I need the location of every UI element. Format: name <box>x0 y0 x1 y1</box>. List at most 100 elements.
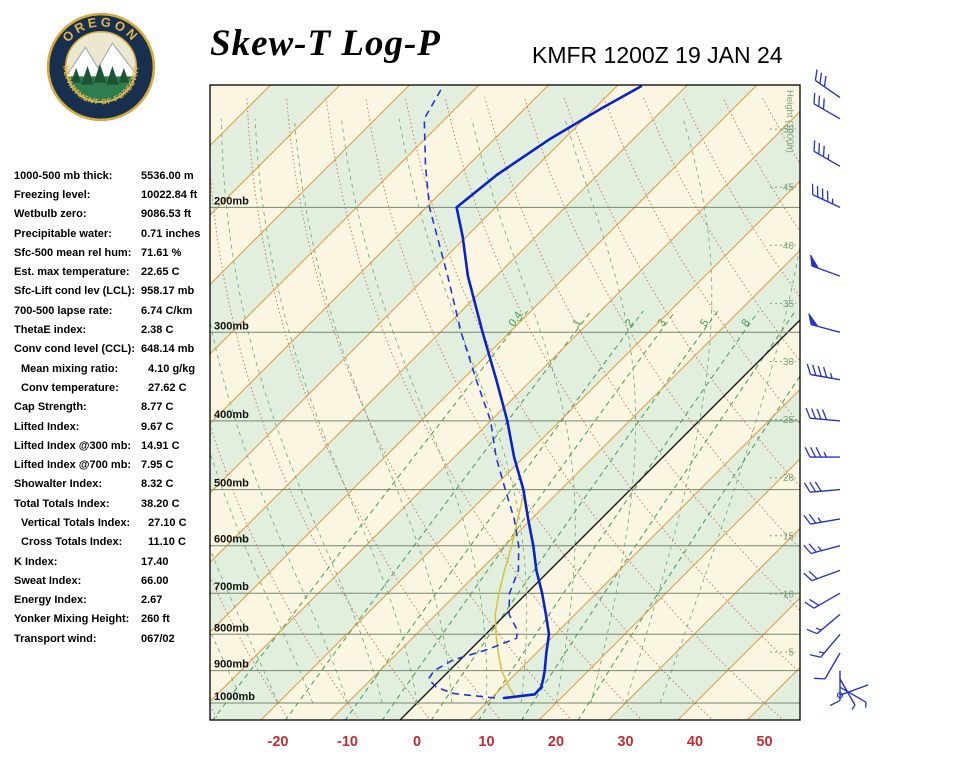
stat-value: 2.67 <box>141 594 163 607</box>
stat-label: Sfc-Lift cond lev (LCL): <box>14 285 135 298</box>
stat-value: 260 ft <box>141 613 170 626</box>
chart-border <box>209 84 801 721</box>
temp-axis-label: 30 <box>617 734 633 750</box>
temp-axis-label: 10 <box>478 734 494 750</box>
pressure-label: 800mb <box>214 622 249 634</box>
stat-label: Lifted Index @300 mb: <box>14 439 132 452</box>
stat-label: Conv temperature: <box>21 381 119 394</box>
height-axis: 50 45 40 35 30 25 20 15 10 5 Height (1000ft) <box>770 90 796 659</box>
mixing-ratio-label: 2 <box>623 317 636 329</box>
stat-value: 067/02 <box>141 632 175 645</box>
stat-row: Mean mixing ratio: 4.10 g/kg <box>14 359 210 378</box>
stat-row: Lifted Index: 9.67 C <box>14 417 210 436</box>
stat-row: Conv temperature: 27.62 C <box>14 378 210 397</box>
height-tick-label: 10 <box>783 589 795 600</box>
height-tick-label: 40 <box>783 241 795 252</box>
stat-value: 648.14 mb <box>141 343 195 356</box>
sounding-stats-panel: 1000-500 mb thick: 5536.00 m Freezing leve… <box>14 166 210 648</box>
stat-value: 71.61 % <box>141 246 182 259</box>
pressure-label: 600mb <box>214 534 249 546</box>
wind-barbs <box>803 69 869 710</box>
stat-row: Vertical Totals Index: 27.10 C <box>14 513 210 532</box>
stat-value: 14.91 C <box>141 439 180 452</box>
mixing-ratio-label: 8 <box>739 317 752 329</box>
isotherms <box>210 85 800 720</box>
stat-row: Showalter Index: 8.32 C <box>14 475 210 494</box>
stat-label: Wetbulb zero: <box>14 208 87 221</box>
stat-value: 8.32 C <box>141 478 174 491</box>
stat-row: 700-500 lapse rate: 6.74 C/km <box>14 301 210 320</box>
stat-value: 27.10 C <box>148 516 187 529</box>
stat-value: 11.10 C <box>148 536 186 549</box>
height-tick-label: 15 <box>783 531 795 542</box>
stat-row: Freezing level: 10022.84 ft <box>14 185 210 204</box>
stat-label: 700-500 lapse rate: <box>14 304 113 317</box>
stat-label: Cross Totals Index: <box>21 536 123 549</box>
stat-label: Freezing level: <box>14 188 91 201</box>
stat-label: 1000-500 mb thick: <box>14 169 113 182</box>
temp-axis-label: 40 <box>687 734 703 750</box>
height-tick-label: 45 <box>783 183 795 194</box>
temp-axis-label: 50 <box>756 734 772 750</box>
stat-value: 17.40 <box>141 555 169 568</box>
stat-value: 10022.84 ft <box>141 188 198 201</box>
tree-silhouettes <box>70 63 130 85</box>
stat-row: Cap Strength: 8.77 C <box>14 398 210 417</box>
stat-row: Conv cond level (CCL): 648.14 mb <box>14 340 210 359</box>
stat-label: Yonker Mixing Height: <box>14 613 130 626</box>
stat-label: Showalter Index: <box>14 478 103 491</box>
stat-value: 38.20 C <box>141 497 180 510</box>
height-tick-label: 20 <box>783 473 795 484</box>
height-tick-label: 5 <box>788 648 794 659</box>
temperature-line <box>455 85 643 700</box>
stat-row: Precipitable water: 0.71 inches <box>14 224 210 243</box>
height-tick-label: 35 <box>783 299 795 310</box>
stat-row: Yonker Mixing Height: 260 ft <box>14 610 210 629</box>
stat-row: 1000-500 mb thick: 5536.00 m <box>14 166 210 185</box>
stat-row: Sweat Index: 66.00 <box>14 571 210 590</box>
stat-row: Lifted Index @700 mb: 7.95 C <box>14 455 210 474</box>
dewpoint-line <box>423 86 520 699</box>
stat-label: Conv cond level (CCL): <box>14 343 136 356</box>
stat-row: Sfc-500 mean rel hum: 71.61 % <box>14 243 210 262</box>
stat-row: Cross Totals Index: 11.10 C <box>14 533 210 552</box>
temp-axis-label: 0 <box>413 734 421 750</box>
stat-value: 27.62 C <box>148 381 187 394</box>
stat-row: Total Totals Index: 38.20 C <box>14 494 210 513</box>
pressure-label: 500mb <box>214 478 249 490</box>
temp-axis-label: 20 <box>548 734 564 750</box>
stat-label: Energy Index: <box>14 594 87 607</box>
stat-value: 22.65 C <box>141 266 180 279</box>
stat-row: Est. max temperature: 22.65 C <box>14 262 210 281</box>
pressure-label: 700mb <box>214 581 249 593</box>
stat-value: 6.74 C/km <box>141 304 193 317</box>
mixing-ratio-label: 1 <box>571 317 584 329</box>
pressure-label: 200mb <box>214 195 249 207</box>
stat-value: 5536.00 m <box>141 169 194 182</box>
stat-value: 7.95 C <box>141 459 174 472</box>
stat-label: ThetaE index: <box>14 324 87 337</box>
height-tick-label: 50 <box>783 125 795 136</box>
temp-axis-label: -20 <box>268 734 289 750</box>
odf-logo-svg: OREGON DEPARTMENT OF FORESTRY <box>46 12 156 122</box>
stat-label: Precipitable water: <box>14 227 112 240</box>
temp-axis: -20 -10 0 10 20 30 40 50 <box>268 734 773 750</box>
stat-row: ThetaE index: 2.38 C <box>14 320 210 339</box>
stat-label: Sfc-500 mean rel hum: <box>14 246 132 259</box>
pressure-label: 900mb <box>214 659 249 671</box>
stat-label: Mean mixing ratio: <box>21 362 119 375</box>
stat-row: Transport wind: 067/02 <box>14 629 210 648</box>
stat-value: 66.00 <box>141 574 169 587</box>
height-axis-title: Height (1000ft) <box>784 90 795 153</box>
page-title: Skew-T Log-P <box>210 23 441 64</box>
height-tick-label: 30 <box>783 357 795 368</box>
stat-label: Sweat Index: <box>14 574 82 587</box>
temp-axis-label: -10 <box>337 734 358 750</box>
odf-logo: OREGON DEPARTMENT OF FORESTRY <box>46 12 156 122</box>
stat-label: K Index: <box>14 555 58 568</box>
stat-row: Energy Index: 2.67 <box>14 591 210 610</box>
pressure-label: 400mb <box>214 409 249 421</box>
stat-value: 9.67 C <box>141 420 174 433</box>
mixing-ratio-label: 5 <box>698 317 711 329</box>
